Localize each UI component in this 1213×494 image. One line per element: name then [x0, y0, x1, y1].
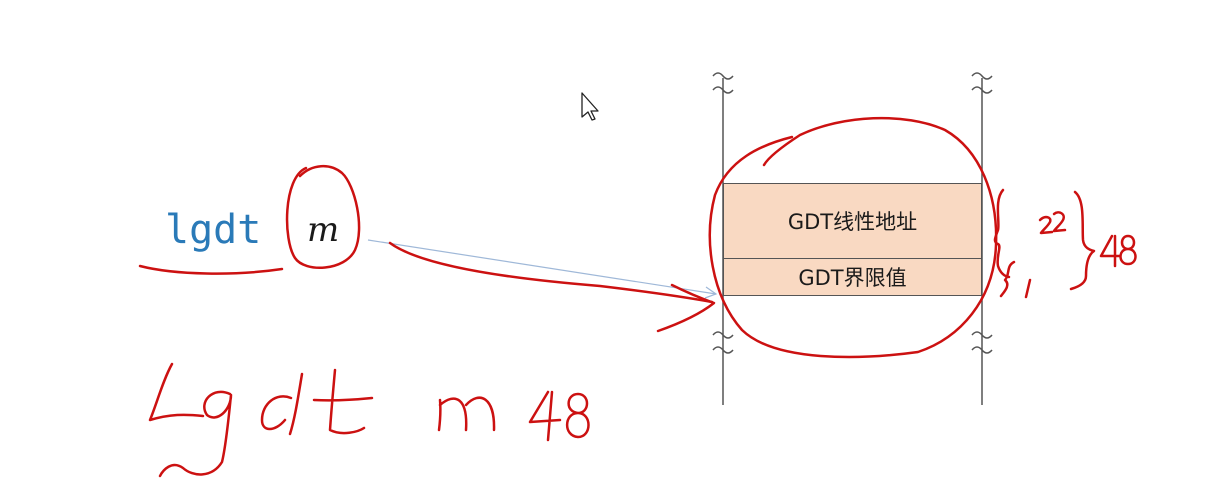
break-mark-right-bottom	[971, 331, 993, 354]
memory-circle-stroke	[708, 116, 998, 359]
handwritten-annotations	[138, 116, 1137, 478]
label-16-stroke	[1024, 278, 1032, 299]
memory-cell-label: GDT界限值	[798, 266, 907, 290]
brace-large-stroke	[1069, 190, 1096, 291]
label-48-stroke	[1099, 234, 1137, 268]
instruction-operand: m	[307, 210, 340, 250]
memory-cell-label: GDT线性地址	[787, 210, 918, 234]
break-mark-right-top	[971, 72, 993, 94]
memory-cell-gdt-linear-address: GDT线性地址	[723, 183, 982, 259]
red-arrow-shaft-stroke	[388, 241, 714, 304]
brace-top-stroke	[993, 188, 1011, 279]
operand-circle-stroke	[285, 165, 361, 269]
handwritten-lgdt-m48-stroke	[148, 362, 590, 478]
brace-bottom-stroke	[999, 260, 1016, 298]
arrow-pointer-icon	[581, 92, 599, 121]
memory-cell-gdt-limit: GDT界限值	[723, 258, 982, 296]
red-arrow-head-stroke	[656, 283, 716, 333]
underline-mnemonic-stroke	[138, 264, 284, 275]
break-mark-left-bottom	[712, 331, 734, 354]
label-32-stroke	[1038, 211, 1067, 235]
break-mark-left-top	[712, 72, 734, 94]
instruction-mnemonic: lgdt	[165, 207, 262, 253]
operand-pointer-arrow	[367, 239, 718, 299]
memory-break-marks	[712, 72, 993, 354]
